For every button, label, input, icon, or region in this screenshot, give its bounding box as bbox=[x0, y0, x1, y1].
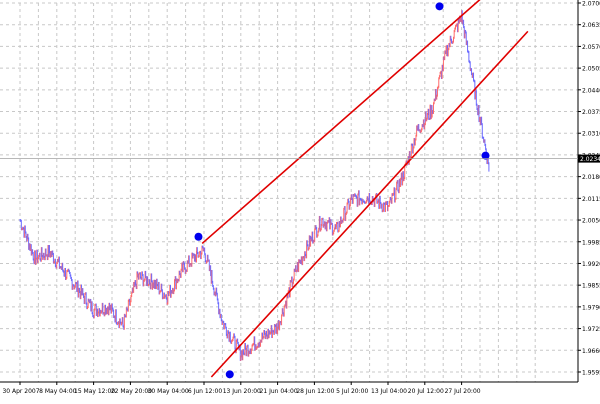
x-tick-label: 8 May 04:00 bbox=[39, 388, 77, 395]
x-tick-label: 15 May 12:00 bbox=[74, 388, 115, 395]
pivot-marker bbox=[194, 232, 203, 241]
pivot-markers bbox=[194, 2, 490, 379]
y-tick-label: 1.9920 bbox=[582, 261, 600, 268]
y-tick-label: 2.0570 bbox=[582, 44, 600, 51]
y-tick-label: 1.9985 bbox=[582, 239, 600, 246]
x-tick-label: 20 Jul 12:00 bbox=[408, 388, 444, 395]
x-tick-label: 5 Jul 20:00 bbox=[336, 388, 368, 395]
y-tick-label: 2.0050 bbox=[582, 218, 600, 225]
grid-lines bbox=[0, 2, 578, 382]
current-price-label: 2.0234 bbox=[0, 154, 600, 163]
y-tick-label: 2.0375 bbox=[582, 109, 600, 116]
channel-line bbox=[210, 30, 529, 378]
pivot-marker bbox=[435, 2, 444, 11]
y-tick-label: 1.9855 bbox=[582, 283, 600, 290]
x-tick-label: 21 Jun 04:00 bbox=[260, 388, 298, 395]
x-tick-label: 13 Jul 04:00 bbox=[371, 388, 407, 395]
x-tick-label: 28 Jun 12:00 bbox=[296, 388, 334, 395]
y-axis-tick-labels: 2.0700 2.0635 2.0570 2.0505 2.0440 2.0375 2.03… bbox=[582, 1, 600, 377]
y-tick-label: 2.0115 bbox=[582, 196, 600, 203]
x-tick-label: 6 Jun 12:00 bbox=[188, 388, 222, 395]
y-tick-label: 1.9595 bbox=[582, 369, 600, 376]
channel-lines bbox=[201, 0, 529, 378]
pivot-marker bbox=[481, 151, 490, 160]
channel-line bbox=[201, 0, 481, 245]
x-tick-label: 27 Jul 20:00 bbox=[445, 388, 481, 395]
current-price-text: 2.0234 bbox=[580, 156, 600, 163]
current-price-box bbox=[578, 154, 600, 163]
y-tick-label: 2.0700 bbox=[582, 1, 600, 8]
x-tick-label: 22 May 20:00 bbox=[111, 388, 152, 395]
y-tick-label: 2.0505 bbox=[582, 66, 600, 73]
x-tick-label: 30 May 04:00 bbox=[148, 388, 189, 395]
y-tick-label: 2.0180 bbox=[582, 174, 600, 181]
y-tick-label: 1.9660 bbox=[582, 348, 600, 355]
y-tick-label: 2.0635 bbox=[582, 22, 600, 29]
x-tick-label: 30 Apr 2007 bbox=[2, 388, 39, 395]
axes bbox=[0, 0, 581, 385]
y-tick-label: 1.9790 bbox=[582, 304, 600, 311]
pivot-marker bbox=[225, 370, 234, 379]
price-series bbox=[19, 10, 490, 361]
x-tick-label: 13 Jun 20:00 bbox=[223, 388, 261, 395]
y-tick-label: 2.0440 bbox=[582, 87, 600, 94]
y-tick-label: 2.0310 bbox=[582, 131, 600, 138]
y-tick-label: 1.9725 bbox=[582, 326, 600, 333]
